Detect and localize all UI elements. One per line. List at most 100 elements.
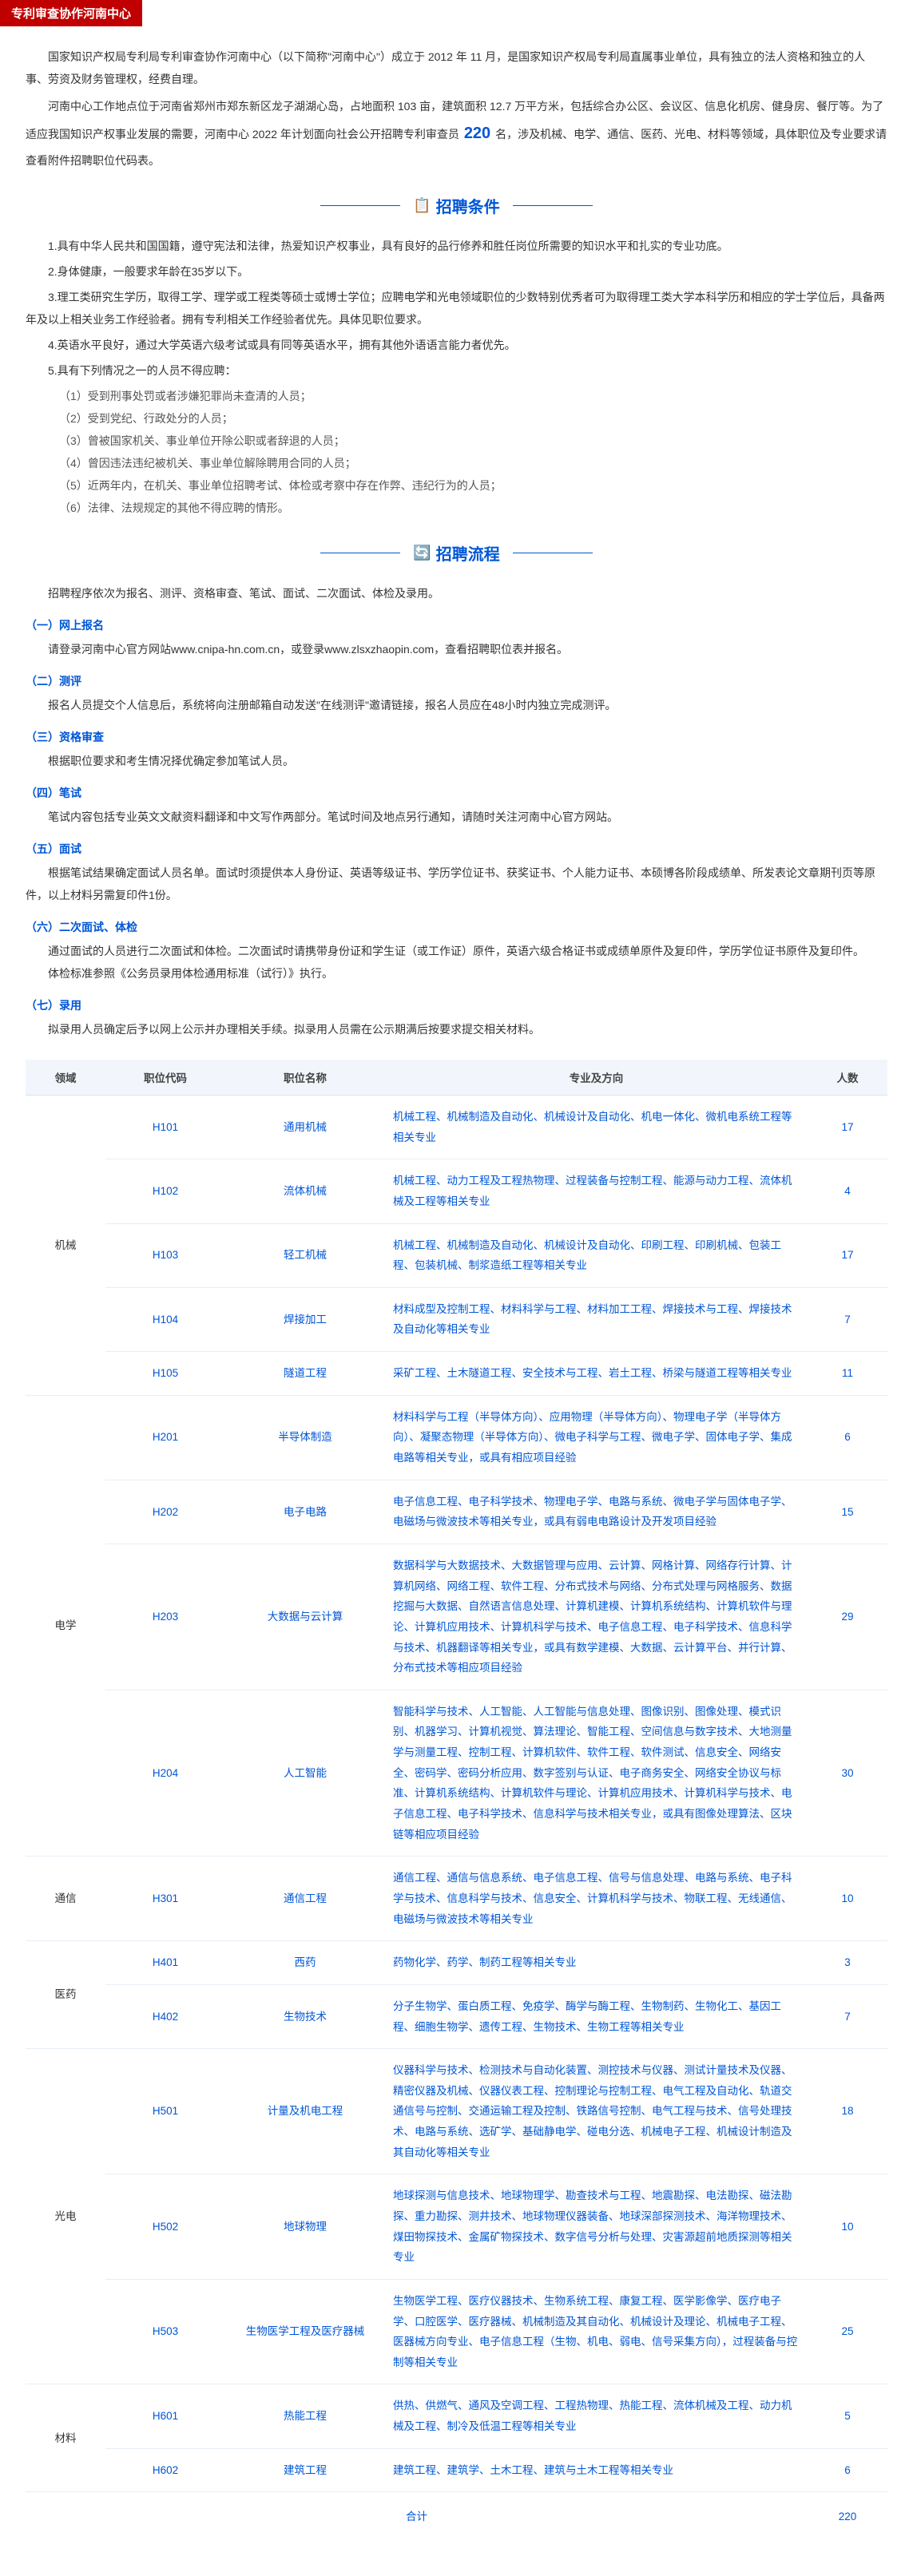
cell-count: 7 (808, 1287, 887, 1351)
cell-code: H104 (105, 1287, 225, 1351)
step-body: 报名人员提交个人信息后，系统将向注册邮箱自动发送"在线测评"邀请链接，报名人员应… (26, 694, 887, 716)
cell-count: 30 (808, 1690, 887, 1856)
table-row: H602建筑工程建筑工程、建筑学、土木工程、建筑与土木工程等相关专业6 (26, 2448, 887, 2492)
cell-name: 生物医学工程及医疗器械 (225, 2279, 385, 2384)
table-row: H202电子电路电子信息工程、电子科学技术、物理电子学、电路与系统、微电子学与固… (26, 1480, 887, 1544)
cell-count: 11 (808, 1352, 887, 1396)
table-row: 光电H501计量及机电工程仪器科学与技术、检测技术与自动化装置、测控技术与仪器、… (26, 2049, 887, 2174)
cell-code: H401 (105, 1941, 225, 1985)
condition-item: 5.具有下列情况之一的人员不得应聘： (26, 359, 887, 382)
cell-count: 15 (808, 1480, 887, 1544)
cell-name: 地球物理 (225, 2174, 385, 2280)
condition-item: 3.理工类研究生学历，取得工学、理学或工程类等硕士或博士学位；应聘电学和光电领域… (26, 286, 887, 331)
table-row: H105隧道工程采矿工程、土木隧道工程、安全技术与工程、岩土工程、桥梁与隧道工程… (26, 1352, 887, 1396)
condition-sub: （1）受到刑事处罚或者涉嫌犯罪尚未查清的人员； (37, 385, 887, 407)
cell-major: 电子信息工程、电子科学技术、物理电子学、电路与系统、微电子学与固体电子学、电磁场… (385, 1480, 808, 1544)
step-body: 笔试内容包括专业英文文献资料翻译和中文写作两部分。笔试时间及地点另行通知，请随时… (26, 806, 887, 828)
cell-major: 通信工程、通信与信息系统、电子信息工程、信号与信息处理、电路与系统、电子科学与技… (385, 1857, 808, 1941)
step-title: （六）二次面试、体检 (26, 919, 887, 935)
cell-major: 分子生物学、蛋白质工程、免疫学、酶学与酶工程、生物制药、生物化工、基因工程、细胞… (385, 1984, 808, 2048)
table-header-row: 领域 职位代码 职位名称 专业及方向 人数 (26, 1060, 887, 1096)
cell-name: 计量及机电工程 (225, 2049, 385, 2174)
table-row: H204人工智能智能科学与技术、人工智能、人工智能与信息处理、图像识别、图像处理… (26, 1690, 887, 1856)
table-row: H103轻工机械机械工程、机械制造及自动化、机械设计及自动化、印刷工程、印刷机械… (26, 1223, 887, 1287)
cell-count: 17 (808, 1223, 887, 1287)
step-body: 体检标准参照《公务员录用体检通用标准（试行）》执行。 (26, 962, 887, 985)
cell-code: H102 (105, 1159, 225, 1223)
cell-major: 地球探测与信息技术、地球物理学、勘查技术与工程、地震勘探、电法勘探、磁法勘探、重… (385, 2174, 808, 2280)
cell-major: 智能科学与技术、人工智能、人工智能与信息处理、图像识别、图像处理、模式识别、机器… (385, 1690, 808, 1856)
table-row: H502地球物理地球探测与信息技术、地球物理学、勘查技术与工程、地震勘探、电法勘… (26, 2174, 887, 2280)
cell-name: 隧道工程 (225, 1352, 385, 1396)
cell-count: 4 (808, 1159, 887, 1223)
table-row: 机械H101通用机械机械工程、机械制造及自动化、机械设计及自动化、机电一体化、微… (26, 1096, 887, 1159)
cell-major: 数据科学与大数据技术、大数据管理与应用、云计算、网格计算、网络存行计算、计算机网… (385, 1544, 808, 1690)
cell-domain: 电学 (26, 1395, 105, 1857)
intro-para-1: 国家知识产权局专利局专利审查协作河南中心（以下简称"河南中心"）成立于 2012… (26, 46, 887, 90)
cell-name: 通用机械 (225, 1096, 385, 1159)
cell-code: H201 (105, 1395, 225, 1480)
total-value: 220 (808, 2492, 887, 2542)
cell-major: 机械工程、机械制造及自动化、机械设计及自动化、机电一体化、微机电系统工程等相关专… (385, 1096, 808, 1159)
cell-major: 材料科学与工程（半导体方向）、应用物理（半导体方向）、物理电子学（半导体方向）、… (385, 1395, 808, 1480)
cell-name: 人工智能 (225, 1690, 385, 1856)
table-row: H102流体机械机械工程、动力工程及工程热物理、过程装备与控制工程、能源与动力工… (26, 1159, 887, 1223)
cell-code: H402 (105, 1984, 225, 2048)
cell-count: 10 (808, 2174, 887, 2280)
cell-count: 6 (808, 2448, 887, 2492)
step-title: （五）面试 (26, 841, 887, 857)
cell-count: 25 (808, 2279, 887, 2384)
cell-name: 西药 (225, 1941, 385, 1985)
cell-count: 6 (808, 1395, 887, 1480)
cell-code: H101 (105, 1096, 225, 1159)
th-code: 职位代码 (105, 1060, 225, 1096)
step-body: 请登录河南中心官方网站www.cnipa-hn.com.cn，或登录www.zl… (26, 638, 887, 660)
cell-name: 电子电路 (225, 1480, 385, 1544)
cell-count: 5 (808, 2384, 887, 2448)
cell-name: 流体机械 (225, 1159, 385, 1223)
page-title: 专利审查协作河南中心 (11, 7, 131, 21)
table-row: H402生物技术分子生物学、蛋白质工程、免疫学、酶学与酶工程、生物制药、生物化工… (26, 1984, 887, 2048)
cell-name: 焊接加工 (225, 1287, 385, 1351)
cell-name: 生物技术 (225, 1984, 385, 2048)
condition-sub: （6）法律、法规规定的其他不得应聘的情形。 (37, 497, 887, 519)
table-total-row: 合计220 (26, 2492, 887, 2542)
cell-count: 3 (808, 1941, 887, 1985)
main-content: 国家知识产权局专利局专利审查协作河南中心（以下简称"河南中心"）成立于 2012… (0, 26, 913, 2556)
list-icon: 📋 (413, 197, 431, 213)
cell-domain: 通信 (26, 1857, 105, 1941)
cell-name: 大数据与云计算 (225, 1544, 385, 1690)
cell-code: H602 (105, 2448, 225, 2492)
table-row: 医药H401西药药物化学、药学、制药工程等相关专业3 (26, 1941, 887, 1985)
total-label: 合计 (26, 2492, 808, 2542)
condition-item: 4.英语水平良好，通过大学英语六级考试或具有同等英语水平，拥有其他外语语言能力者… (26, 334, 887, 356)
cell-code: H601 (105, 2384, 225, 2448)
cell-domain: 机械 (26, 1096, 105, 1396)
table-row: H104焊接加工材料成型及控制工程、材料科学与工程、材料加工工程、焊接技术与工程… (26, 1287, 887, 1351)
table-row: 通信H301通信工程通信工程、通信与信息系统、电子信息工程、信号与信息处理、电路… (26, 1857, 887, 1941)
section-conditions-title: 📋招聘条件 (26, 194, 887, 217)
table-row: H203大数据与云计算数据科学与大数据技术、大数据管理与应用、云计算、网格计算、… (26, 1544, 887, 1690)
step-title: （三）资格审查 (26, 729, 887, 745)
condition-item: 2.身体健康，一般要求年龄在35岁以下。 (26, 260, 887, 283)
cell-code: H103 (105, 1223, 225, 1287)
step-body: 拟录用人员确定后予以网上公示并办理相关手续。拟录用人员需在公示期满后按要求提交相… (26, 1018, 887, 1040)
cell-code: H503 (105, 2279, 225, 2384)
flow-icon: 🔄 (413, 545, 431, 561)
process-intro: 招聘程序依次为报名、测评、资格审查、笔试、面试、二次面试、体检及录用。 (26, 582, 887, 604)
intro-para-2: 河南中心工作地点位于河南省郑州市郑东新区龙子湖湖心岛，占地面积 103 亩，建筑… (26, 95, 887, 172)
cell-code: H301 (105, 1857, 225, 1941)
cell-code: H501 (105, 2049, 225, 2174)
cell-code: H202 (105, 1480, 225, 1544)
cell-code: H204 (105, 1690, 225, 1856)
cell-count: 10 (808, 1857, 887, 1941)
condition-sub: （4）曾因违法违纪被机关、事业单位解除聘用合同的人员； (37, 452, 887, 474)
cell-count: 18 (808, 2049, 887, 2174)
cell-domain: 医药 (26, 1941, 105, 2049)
cell-name: 建筑工程 (225, 2448, 385, 2492)
cell-major: 机械工程、机械制造及自动化、机械设计及自动化、印刷工程、印刷机械、包装工程、包装… (385, 1223, 808, 1287)
table-row: 材料H601热能工程供热、供燃气、通风及空调工程、工程热物理、热能工程、流体机械… (26, 2384, 887, 2448)
step-body: 根据笔试结果确定面试人员名单。面试时须提供本人身份证、英语等级证书、学历学位证书… (26, 862, 887, 906)
step-title: （七）录用 (26, 997, 887, 1013)
cell-count: 29 (808, 1544, 887, 1690)
